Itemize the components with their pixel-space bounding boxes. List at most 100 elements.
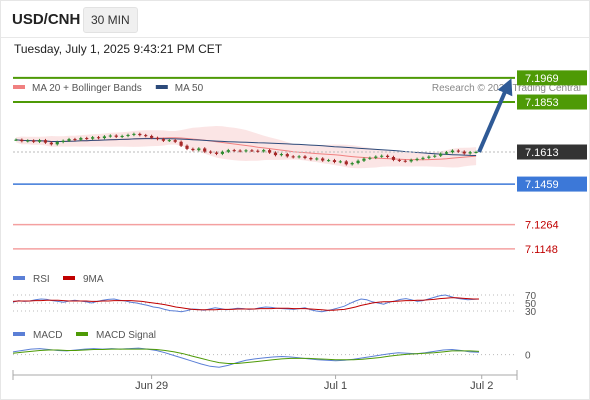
candle-body (397, 159, 401, 161)
candle-body (238, 150, 242, 152)
level-box-1 (517, 94, 587, 110)
candle-body (279, 154, 283, 156)
rsi-legend-label-0: RSI (33, 274, 50, 285)
candle-body (315, 158, 319, 160)
candle-body (67, 139, 71, 141)
macd-legend-swatch-1 (76, 332, 88, 336)
candle-body (250, 150, 254, 152)
macd-legend-swatch-0 (13, 332, 25, 336)
rsi-ma-line (12, 297, 479, 311)
candle-body (232, 150, 236, 152)
candle-body (108, 135, 112, 137)
interval-selector[interactable]: 30 MIN (83, 7, 138, 33)
macd-tick-0: 0 (525, 351, 531, 362)
candle-body (102, 136, 107, 139)
candle-body (456, 150, 460, 152)
rsi-tick-0: 70 (525, 291, 537, 302)
currency-pair-title: USD/CNH (12, 11, 81, 28)
candle-body (291, 156, 295, 158)
candle-body (91, 137, 95, 139)
candle-body (20, 139, 24, 142)
level-label-3: 7.1459 (525, 179, 559, 191)
candle-body (26, 140, 30, 142)
candle-body (285, 154, 289, 157)
candle-body (462, 151, 466, 154)
candle-body (344, 161, 348, 165)
candle-body (96, 137, 101, 139)
level-label-2: 7.1613 (525, 147, 559, 159)
candle-body (150, 135, 154, 138)
candle-body (214, 152, 219, 154)
level-box-2 (517, 144, 587, 160)
ma50-line (15, 138, 477, 156)
candle-body (32, 140, 36, 142)
candle-body (209, 151, 213, 153)
candle-body (161, 139, 166, 141)
rsi-tick-2: 30 (525, 307, 537, 318)
candle-body (356, 160, 360, 164)
rsi-legend-label-1: 9MA (83, 274, 104, 285)
candle-body (303, 156, 307, 159)
candle-body (415, 158, 419, 160)
legend-label-0: MA 20 + Bollinger Bands (32, 83, 142, 94)
candle-body (167, 140, 171, 142)
rsi-tick-1: 50 (525, 299, 537, 310)
candle-body (85, 138, 89, 140)
candle-body (55, 142, 59, 145)
candle-body (391, 157, 396, 160)
candle-body (332, 160, 337, 162)
rsi-legend-swatch-1 (63, 276, 75, 280)
candle-body (37, 140, 42, 142)
level-label-5: 7.1148 (525, 244, 558, 256)
candle-body (350, 163, 354, 165)
candle-body (191, 148, 195, 151)
legend-label-1: MA 50 (175, 83, 204, 94)
candle-body (433, 155, 437, 157)
candle-body (321, 158, 325, 161)
candle-body (138, 133, 142, 136)
time-tick-label-0: Jun 29 (135, 380, 168, 392)
macd-legend-label-1: MACD Signal (96, 330, 156, 341)
candle-body (374, 156, 378, 158)
timestamp: Tuesday, July 1, 2025 9:43:21 PM CET (14, 42, 223, 56)
level-box-3 (517, 176, 587, 192)
candle-body (120, 135, 124, 137)
macd-signal-line (12, 348, 480, 364)
candle-body (79, 138, 83, 140)
candle-body (474, 152, 478, 154)
candle-body (244, 150, 248, 152)
candle-body (297, 156, 301, 158)
candle-body (14, 139, 18, 141)
legend-swatch-1 (155, 85, 168, 89)
candle-body (132, 133, 136, 135)
forecast-arrow-shaft (477, 91, 507, 153)
candle-body (256, 150, 260, 152)
candle-body (309, 158, 313, 160)
candle-body (338, 161, 342, 163)
candle-body (427, 156, 431, 158)
candle-body (226, 150, 230, 152)
candle-body (368, 157, 372, 159)
candle-body (362, 158, 366, 161)
bollinger-band (15, 126, 477, 169)
candle-body (385, 155, 390, 158)
time-tick-label-1: Jul 1 (324, 380, 347, 392)
level-label-4: 7.1264 (525, 220, 559, 232)
macd-legend-label-0: MACD (33, 330, 62, 341)
rsi-legend-swatch-0 (13, 276, 25, 280)
candle-body (409, 159, 413, 162)
candle-body (267, 150, 272, 153)
candle-body (421, 157, 425, 159)
candle-body (49, 142, 53, 145)
candle-body (273, 152, 278, 156)
candle-body (185, 145, 189, 149)
candle-body (439, 153, 443, 156)
candle-body (468, 152, 472, 154)
candle-body (380, 155, 384, 157)
candle-body (450, 150, 455, 153)
candle-body (173, 140, 177, 142)
level-label-1: 7.1853 (525, 97, 559, 109)
candle-body (126, 134, 130, 136)
candle-body (403, 160, 407, 162)
